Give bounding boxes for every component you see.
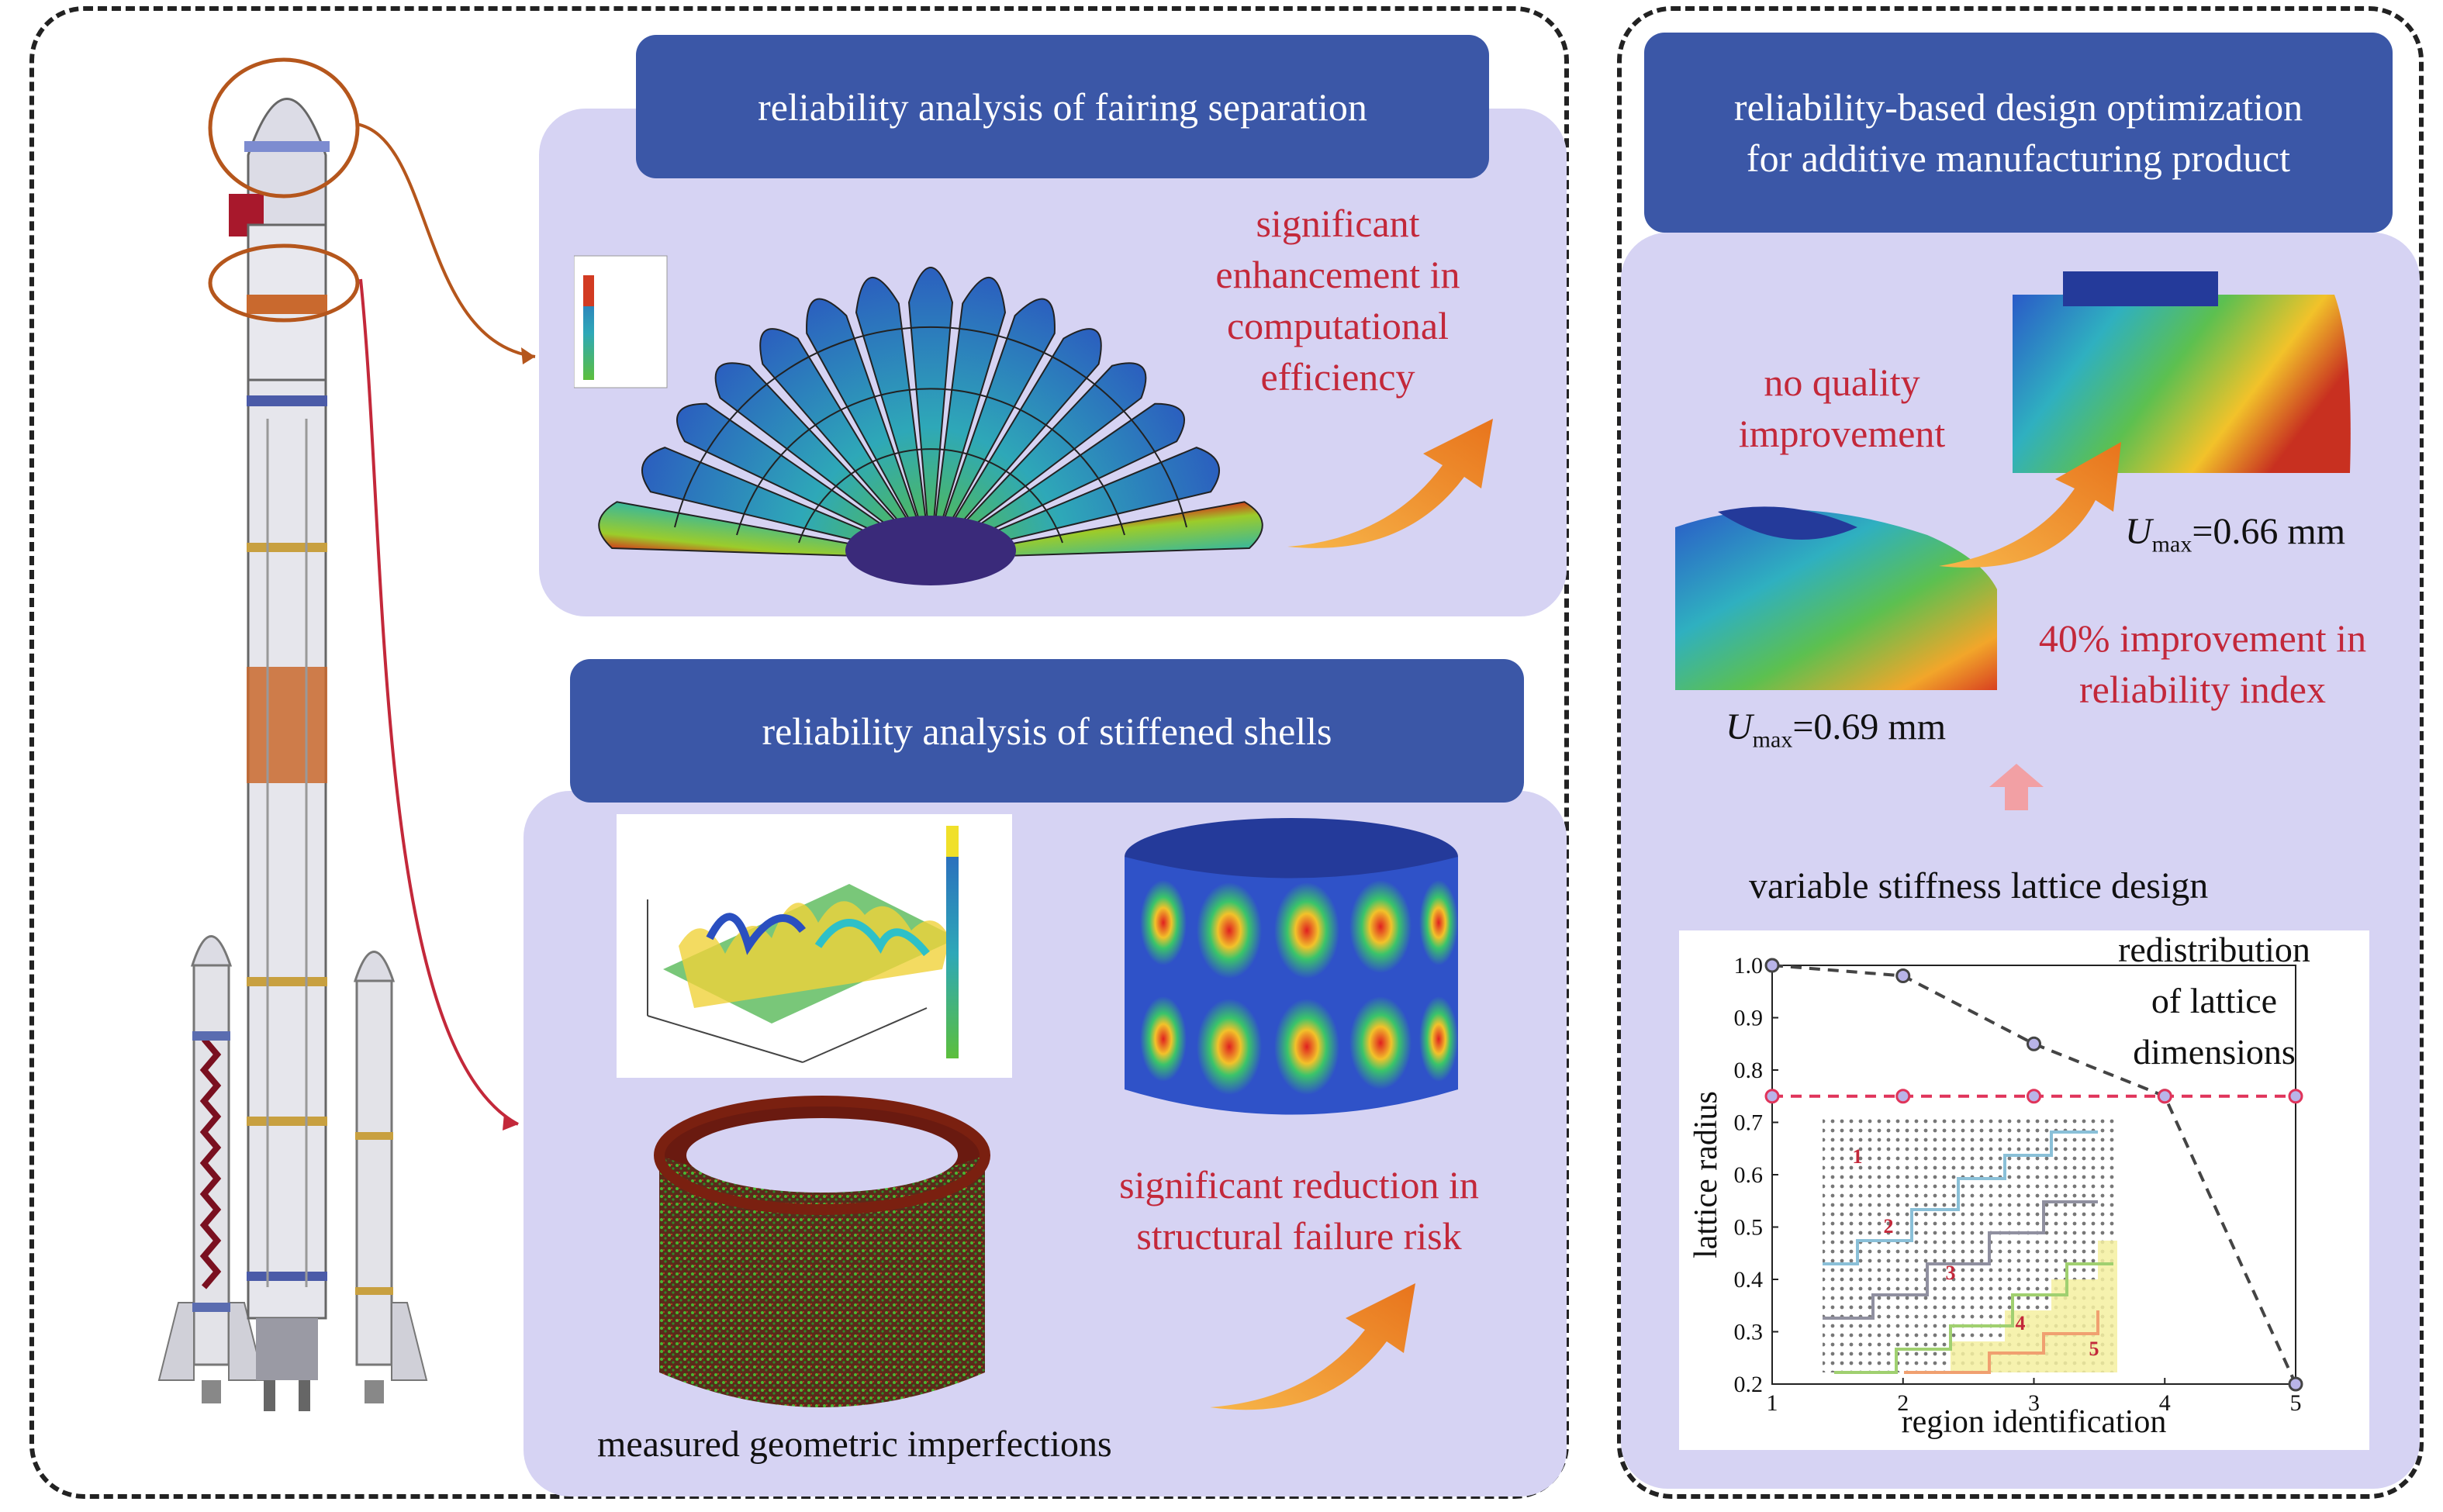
lattice-inset xyxy=(1823,1117,2117,1374)
shells-title-text: reliability analysis of stiffened shells xyxy=(762,709,1332,753)
inset-region-label: 5 xyxy=(2089,1338,2099,1360)
x-tick-label: 1 xyxy=(1767,1390,1778,1416)
fan-petals xyxy=(598,267,1263,585)
series-point-optimized xyxy=(2027,1036,2041,1051)
series-line-optimized xyxy=(1771,964,2297,1385)
chart-annotation-line: of lattice xyxy=(2151,981,2277,1020)
shells-benefit: significant reduction in structural fail… xyxy=(1119,1163,1479,1258)
chart-annotation-line: redistribution xyxy=(2118,930,2310,969)
x-axis-label: region identification xyxy=(1902,1404,2167,1440)
chart-layer: 0.2 0.3 0.4 0.5 0.6 0.7 0.8 0.9 1.0 1 2 3 4 5 region i… xyxy=(1688,930,2310,1440)
y-tick-label: 0.9 xyxy=(1734,1006,1764,1031)
fairing-title: reliability analysis of fairing separati… xyxy=(636,35,1489,178)
umax-after-value: =0.66 mm xyxy=(2192,511,2346,552)
umax-before-value: =0.69 mm xyxy=(1792,706,1947,747)
part-before-figure xyxy=(1675,506,1997,690)
y-tick-label: 0.6 xyxy=(1734,1162,1764,1188)
series-point-uniform xyxy=(2157,1089,2172,1104)
y-tick-label: 0.7 xyxy=(1734,1110,1764,1136)
fairing-arrow xyxy=(1287,419,1493,548)
series-point-uniform xyxy=(1895,1089,1911,1104)
y-axis-label: lattice radius xyxy=(1688,1091,1724,1258)
legend-box xyxy=(574,255,668,388)
series-point-uniform xyxy=(2288,1089,2303,1104)
fairing-title-text: reliability analysis of fairing separati… xyxy=(758,85,1367,129)
shells-caption: measured geometric imperfections xyxy=(597,1424,1112,1465)
inset-region-label: 4 xyxy=(2016,1312,2026,1334)
inset-region-label: 2 xyxy=(1884,1215,1894,1238)
lattice-chart: 0.2 0.3 0.4 0.5 0.6 0.7 0.8 0.9 1.0 1 2 3 4 5 region i… xyxy=(1679,930,2369,1450)
y-tick-label: 1.0 xyxy=(1734,953,1764,979)
design-title: reliability-based design optimization fo… xyxy=(1644,33,2393,233)
shells-title: reliability analysis of stiffened shells xyxy=(570,659,1524,803)
umax-after-symbol: U xyxy=(2125,511,2152,552)
left-frame xyxy=(29,6,1569,1499)
series-point-optimized xyxy=(1764,958,1780,973)
right-booster xyxy=(353,951,428,1403)
fairing-separation-figure xyxy=(574,255,1263,585)
chart-annotation-line: dimensions xyxy=(2133,1032,2296,1072)
y-tick-label: 0.5 xyxy=(1734,1215,1764,1241)
y-tick-label: 0.4 xyxy=(1734,1267,1764,1293)
umax-after-sub: max xyxy=(2151,531,2192,558)
connector-to-shells xyxy=(359,278,519,1126)
x-tick-label: 5 xyxy=(2290,1390,2302,1416)
series-point-optimized xyxy=(1895,968,1911,983)
series-point-uniform xyxy=(2027,1089,2041,1104)
up-arrow-icon xyxy=(1989,764,2044,810)
umax-after: Umax=0.66 mm xyxy=(2125,510,2345,558)
right-frame xyxy=(1617,6,2424,1499)
imperfection-shell-figure xyxy=(654,1096,990,1407)
umax-before-symbol: U xyxy=(1726,706,1753,747)
inset-region-label: 3 xyxy=(1946,1262,1956,1284)
improvement-label: 40% improvement in reliability index xyxy=(2038,616,2367,711)
umax-before: Umax=0.69 mm xyxy=(1726,706,1946,754)
rocket-illustration xyxy=(157,57,428,1411)
series-point-uniform xyxy=(1764,1089,1780,1104)
y-tick-label: 0.8 xyxy=(1734,1058,1764,1083)
buckled-shell-figure xyxy=(1125,818,1458,1115)
x-tick-label: 2 xyxy=(1897,1390,1909,1416)
part-after-figure xyxy=(2013,271,2351,473)
y-tick-label: 0.3 xyxy=(1734,1320,1764,1345)
imperfection-surface-plot xyxy=(617,814,1012,1078)
shells-arrow xyxy=(1210,1283,1415,1410)
design-title-text: reliability-based design optimization fo… xyxy=(1733,85,2303,180)
inset-region-label: 1 xyxy=(1853,1145,1863,1168)
left-booster xyxy=(157,935,265,1403)
improvement-arrow xyxy=(1939,442,2121,568)
core-stage xyxy=(229,98,330,1411)
umax-before-sub: max xyxy=(1752,727,1793,753)
fairing-benefit: significant enhancement in computational… xyxy=(1215,202,1460,399)
x-tick-label: 4 xyxy=(2159,1390,2171,1416)
series-point-optimized xyxy=(2288,1376,2303,1392)
no-quality-label: no quality improvement xyxy=(1738,361,1946,455)
fairing-highlight xyxy=(208,57,360,198)
lattice-title: variable stiffness lattice design xyxy=(1749,865,2209,906)
y-tick-label: 0.2 xyxy=(1734,1372,1764,1397)
connector-to-fairing xyxy=(356,123,536,358)
shell-highlight xyxy=(208,243,360,323)
x-tick-label: 3 xyxy=(2028,1390,2040,1416)
